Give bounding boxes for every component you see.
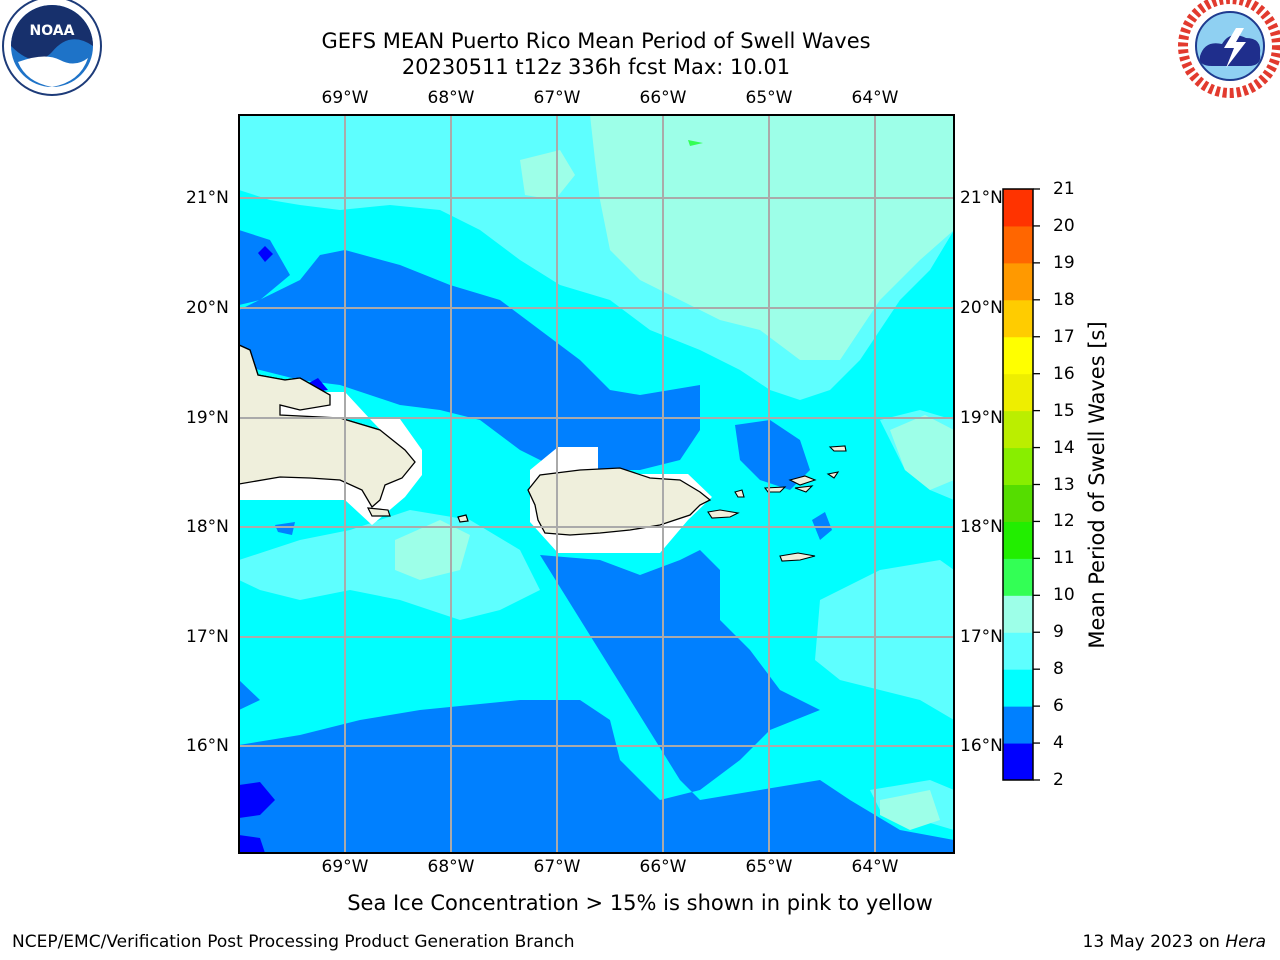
footer-date-text: 13 May 2023 on (1082, 932, 1226, 952)
lat-label-right: 19°N (960, 408, 1003, 428)
contour-4-6s (239, 230, 290, 305)
lon-label-bottom: 64°W (851, 857, 899, 877)
graticule (239, 115, 954, 853)
contour-9-10s (890, 415, 954, 490)
colorbar-tick-label: 17 (1053, 326, 1075, 347)
colorbar-segment (1003, 225, 1033, 264)
colorbar-tick-label: 20 (1053, 215, 1075, 236)
colorbar-tick-label: 2 (1053, 770, 1064, 790)
colorbar-segment (1003, 373, 1033, 412)
lon-label-top: 64°W (851, 88, 899, 108)
colorbar-tick-label: 10 (1053, 585, 1075, 606)
st-croix (779, 552, 816, 562)
contour-4-6s (239, 550, 954, 853)
colorbar-segment (1003, 632, 1033, 670)
colorbar-tick-label: 4 (1053, 733, 1064, 754)
colorbar-tick-label: 8 (1053, 659, 1064, 680)
colorbar-segment (1003, 484, 1033, 522)
colorbar-tick-label: 16 (1053, 363, 1075, 384)
lat-label-right: 18°N (960, 517, 1003, 537)
colorbar-tick-label: 13 (1053, 474, 1075, 495)
lon-label-top: 68°W (427, 88, 475, 108)
contour-2-4s (239, 835, 265, 853)
lon-label-bottom: 68°W (427, 857, 475, 877)
contour-4-6s (239, 680, 260, 710)
national-weather-service-logo (1178, 0, 1280, 98)
lon-label-bottom: 69°W (321, 857, 369, 877)
colorbar-tick-label: 11 (1053, 548, 1075, 569)
contour-4-6s (735, 420, 810, 490)
footer-credit: NCEP/EMC/Verification Post Processing Pr… (12, 932, 575, 952)
lat-label-left: 19°N (186, 408, 229, 428)
lat-label-right: 17°N (960, 627, 1003, 647)
noaa-logo: NOAA (2, 0, 102, 96)
lon-label-bottom: 67°W (533, 857, 581, 877)
map-frame (238, 114, 955, 854)
map-title: GEFS MEAN Puerto Rico Mean Period of Swe… (321, 29, 871, 53)
lat-label-left: 18°N (186, 517, 229, 537)
colorbar-segment (1003, 262, 1033, 301)
lat-label-right: 20°N (960, 298, 1003, 318)
lon-label-top: 69°W (321, 88, 369, 108)
colorbar-segment (1003, 447, 1033, 485)
contour-9-10s (520, 150, 575, 200)
no-data-mask (239, 340, 422, 525)
colorbar-segment (1003, 558, 1033, 596)
lat-label-right: 16°N (960, 736, 1003, 756)
colorbar-segment (1003, 410, 1033, 449)
lon-label-bottom: 65°W (745, 857, 793, 877)
lat-label-left: 17°N (186, 627, 229, 647)
lat-label-left: 20°N (186, 298, 229, 318)
contour-8-9s (815, 560, 954, 720)
contour-2-4s (239, 782, 275, 818)
lon-label-top: 66°W (639, 88, 687, 108)
colorbar-segment (1003, 595, 1033, 633)
lat-label-right: 21°N (960, 188, 1003, 208)
colorbar-tick-label: 18 (1053, 289, 1075, 310)
sea-ice-note: Sea Ice Concentration > 15% is shown in … (347, 891, 933, 915)
colorbar-tick-label: 6 (1053, 696, 1064, 717)
colorbar-segment (1003, 189, 1033, 227)
colorbar-tick-label: 14 (1053, 437, 1075, 458)
contour-4-6s (275, 522, 295, 535)
lon-label-top: 65°W (745, 88, 793, 108)
contour-4-6s (239, 250, 700, 470)
map-subtitle-forecast: 20230511 t12z 336h fcst Max: 10.01 (401, 55, 791, 79)
footer-date: 13 May 2023 on Hera (1083, 932, 1267, 952)
colorbar-segment (1003, 669, 1033, 707)
svg-text:NOAA: NOAA (30, 23, 75, 39)
colorbar-frame (1002, 188, 1034, 781)
contour-9-10s (880, 790, 940, 830)
virgin-islands (707, 509, 740, 519)
colorbar-tick-label: 19 (1053, 252, 1075, 273)
lon-label-top: 67°W (533, 88, 581, 108)
colorbar-tick-label: 9 (1053, 622, 1064, 643)
contour-9-10s (590, 115, 954, 360)
colorbar-tick-label: 21 (1053, 179, 1075, 199)
lat-label-left: 21°N (186, 188, 229, 208)
colorbar-segment (1003, 521, 1033, 559)
lon-label-bottom: 66°W (639, 857, 687, 877)
colorbar-segment (1003, 706, 1033, 744)
puerto-rico-land (527, 467, 712, 536)
colorbar-tick-label: 12 (1053, 511, 1075, 532)
contour-2-4s (258, 246, 273, 262)
footer-host: Hera (1225, 932, 1266, 952)
colorbar-label: Mean Period of Swell Waves [s] (1085, 321, 1109, 649)
swell-period-map (239, 115, 954, 853)
colorbar-segment (1003, 299, 1033, 338)
colorbar (1003, 188, 1040, 781)
colorbar-segment (1003, 336, 1033, 375)
colorbar-segment (1003, 743, 1033, 781)
contour-10-11s (688, 140, 703, 146)
colorbar-tick-label: 15 (1053, 400, 1075, 421)
lat-label-left: 16°N (186, 736, 229, 756)
